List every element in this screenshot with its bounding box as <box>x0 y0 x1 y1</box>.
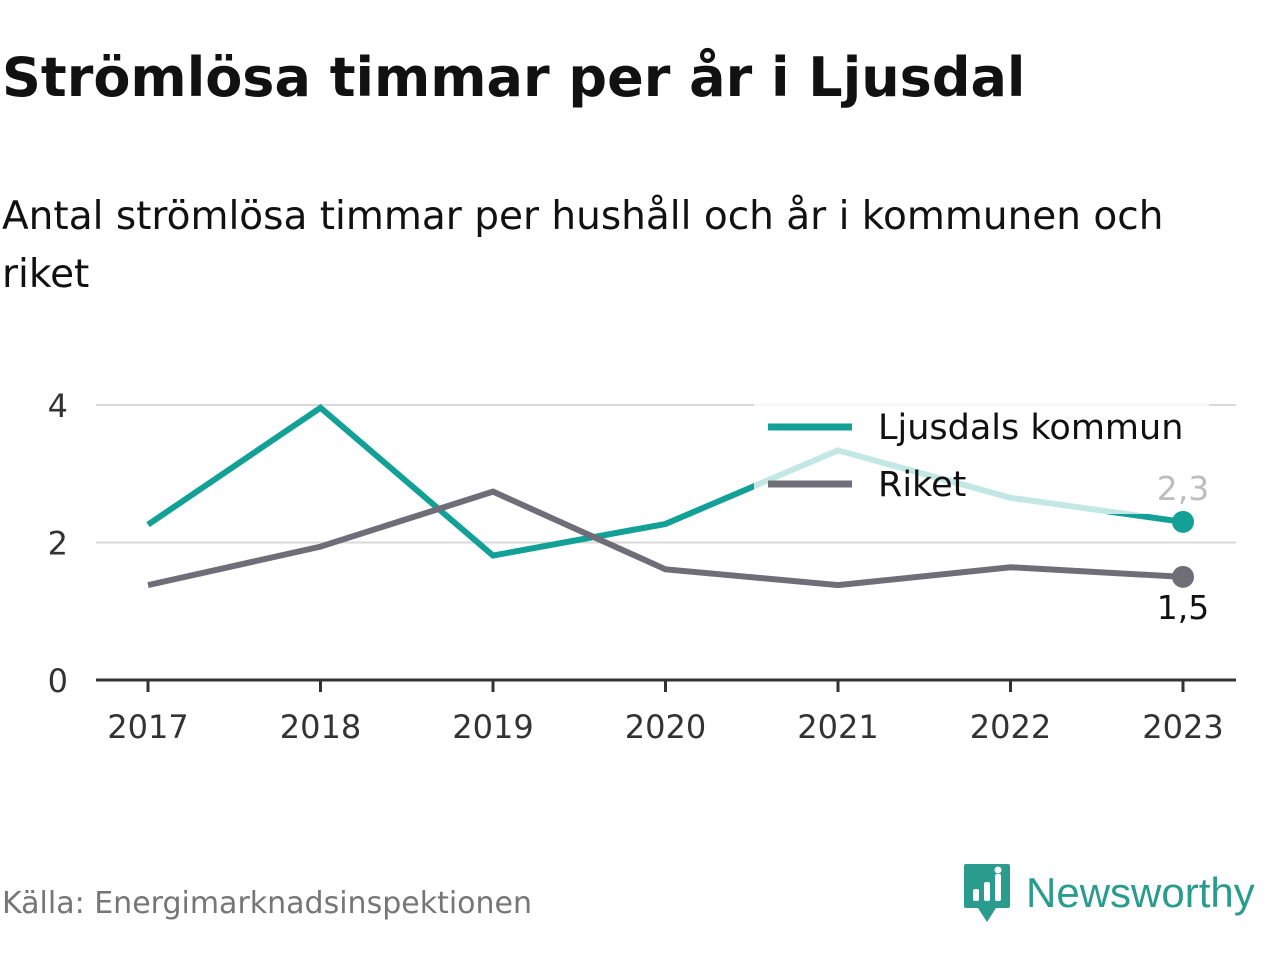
y-tick-label: 0 <box>48 662 68 700</box>
chart-subtitle: Antal strömlösa timmar per hushåll och å… <box>2 194 1164 297</box>
data-point <box>145 522 151 528</box>
legend-background <box>754 402 1209 514</box>
data-point <box>663 521 669 527</box>
x-tick-label: 2019 <box>452 708 533 746</box>
brand-logo: Newsworthy <box>962 862 1255 924</box>
chart-title: Strömlösa timmar per år i Ljusdal <box>2 46 1026 109</box>
data-point <box>318 405 324 411</box>
brand-name: Newsworthy <box>1026 869 1255 916</box>
data-point <box>663 566 669 572</box>
y-tick-label: 4 <box>48 387 68 425</box>
data-point <box>835 582 841 588</box>
line-chart: 0 2 4 2017 2018 2019 2020 2021 2022 2023 Ljusdals … <box>48 387 1236 746</box>
x-tick-label: 2017 <box>107 708 188 746</box>
newsworthy-logo-icon <box>964 864 1010 922</box>
x-tick-label: 2021 <box>797 708 878 746</box>
end-marker-riket <box>1172 565 1194 588</box>
end-marker-kommun <box>1172 510 1194 533</box>
data-point <box>490 489 496 495</box>
data-point <box>318 544 324 550</box>
legend-label: Ljusdals kommun <box>878 408 1183 448</box>
end-value-label: 2,3 <box>1157 469 1209 508</box>
x-tick-label: 2020 <box>625 708 706 746</box>
end-value-label: 1,5 <box>1157 588 1209 627</box>
source-note: Källa: Energimarknadsinspektionen <box>2 886 533 921</box>
data-point <box>1008 564 1014 570</box>
x-tick-label: 2023 <box>1142 708 1223 746</box>
legend-label: Riket <box>878 465 966 505</box>
series-line-riket <box>147 488 1184 589</box>
y-tick-label: 2 <box>48 525 68 563</box>
data-point <box>145 582 151 588</box>
data-point <box>490 553 496 559</box>
x-tick-label: 2022 <box>970 708 1051 746</box>
x-tick-label: 2018 <box>280 708 361 746</box>
